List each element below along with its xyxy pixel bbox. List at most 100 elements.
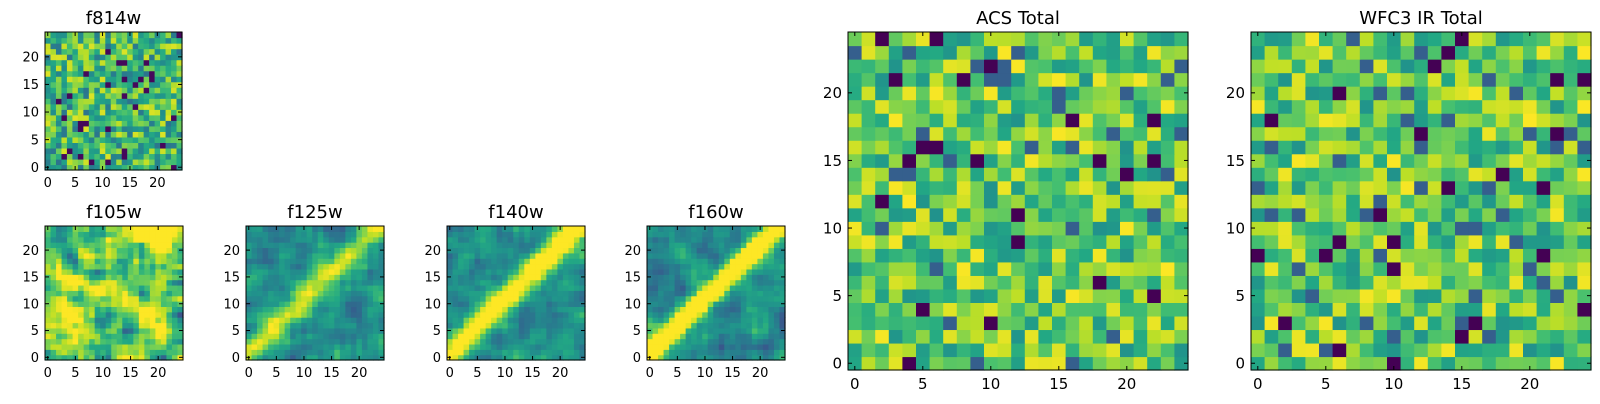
heatmap-cell: [557, 327, 564, 334]
heatmap-cell: [507, 295, 514, 302]
heatmap-cell: [116, 87, 123, 94]
heatmap-cell: [1482, 126, 1497, 141]
heatmap-cell: [284, 247, 291, 254]
heatmap-cell: [929, 329, 944, 344]
heatmap-cell: [735, 338, 742, 345]
heatmap-cell: [1387, 140, 1402, 155]
heatmap-cell: [729, 284, 736, 291]
heatmap-cell: [469, 252, 476, 259]
heatmap-cell: [143, 81, 150, 88]
heatmap-cell: [735, 258, 742, 265]
heatmap-cell: [674, 301, 681, 307]
heatmap-cell: [1523, 113, 1538, 128]
heatmap-cell: [94, 247, 101, 254]
heatmap-cell: [1278, 261, 1293, 276]
heatmap-cell: [328, 338, 335, 345]
heatmap-cell: [647, 236, 654, 243]
heatmap-cell: [463, 231, 470, 238]
heatmap-cell: [116, 343, 123, 350]
heatmap-cell: [1106, 342, 1121, 358]
heatmap-cell: [165, 37, 172, 44]
heatmap-cell: [1427, 59, 1442, 74]
heatmap-cell: [1400, 207, 1415, 222]
heatmap-cell: [61, 32, 68, 39]
heatmap-cell: [143, 65, 150, 72]
heatmap-cell: [350, 301, 357, 307]
heatmap-cell: [50, 131, 57, 138]
heatmap-cell: [669, 252, 676, 259]
heatmap-cell: [970, 356, 985, 371]
heatmap-cell: [568, 333, 575, 340]
heatmap-cell: [680, 354, 687, 361]
heatmap-cell: [1563, 140, 1578, 155]
heatmap-cell: [251, 327, 258, 334]
heatmap-cell: [496, 263, 503, 270]
heatmap-cell: [116, 43, 123, 50]
heatmap-cell: [1024, 45, 1039, 60]
heatmap-cell: [77, 164, 84, 171]
heatmap-cell: [1455, 234, 1470, 249]
heatmap-cell: [480, 333, 487, 340]
heatmap-cell: [513, 263, 520, 270]
heatmap-cell: [507, 349, 514, 356]
heatmap-cell: [1133, 207, 1148, 222]
heatmap-cell: [1468, 126, 1483, 141]
heatmap-cell: [350, 268, 357, 275]
heatmap-cell: [524, 301, 531, 307]
heatmap-cell: [61, 142, 68, 149]
heatmap-cell: [1160, 180, 1175, 195]
heatmap-cell: [177, 338, 184, 345]
heatmap-cell: [50, 92, 57, 99]
heatmap-cell: [535, 290, 542, 297]
heatmap-cell: [149, 37, 156, 44]
heatmap-cell: [149, 87, 156, 94]
heatmap-cell: [463, 284, 470, 291]
heatmap-cell: [323, 311, 330, 318]
heatmap-cell: [696, 343, 703, 350]
heatmap-cell: [1079, 288, 1094, 303]
heatmap-cell: [160, 306, 168, 313]
heatmap-cell: [50, 349, 57, 356]
heatmap-cell: [1563, 302, 1578, 317]
heatmap-cell: [1455, 32, 1470, 47]
heatmap-cell: [474, 231, 481, 238]
heatmap-cell: [735, 322, 742, 329]
heatmap-cell: [779, 343, 786, 350]
heatmap-cell: [334, 295, 341, 302]
heatmap-cell: [757, 258, 764, 265]
heatmap-cell: [1523, 207, 1538, 222]
heatmap-cell: [306, 258, 313, 265]
heatmap-cell: [88, 164, 95, 171]
heatmap-cell: [658, 343, 665, 350]
heatmap-cell: [323, 252, 330, 259]
heatmap-cell: [1577, 329, 1592, 344]
heatmap-cell: [751, 226, 758, 232]
heatmap-cell: [1387, 153, 1402, 168]
heatmap-cell: [45, 333, 52, 340]
heatmap-cell: [100, 295, 107, 302]
heatmap-cell: [290, 354, 297, 361]
heatmap-cell: [1455, 315, 1470, 331]
heatmap-cell: [116, 37, 123, 44]
heatmap-cell: [546, 263, 553, 270]
heatmap-cell: [551, 349, 558, 356]
heatmap-cell: [757, 242, 764, 249]
heatmap-cell: [155, 290, 162, 297]
heatmap-cell: [1264, 180, 1279, 195]
heatmap-cell: [696, 354, 703, 361]
heatmap-cell: [356, 231, 363, 238]
heatmap-cell: [67, 242, 74, 249]
heatmap-cell: [290, 295, 297, 302]
heatmap-cell: [491, 236, 498, 243]
heatmap-cell: [121, 164, 128, 171]
x-tick-label: 10: [497, 366, 514, 381]
heatmap-cell: [480, 279, 487, 286]
heatmap-cell: [496, 338, 503, 345]
heatmap-cell: [367, 322, 374, 329]
heatmap-cell: [176, 48, 183, 55]
heatmap-cell: [1305, 140, 1320, 155]
heatmap-cell: [652, 322, 659, 329]
heatmap-cell: [176, 158, 183, 166]
heatmap-cell: [1133, 167, 1148, 182]
heatmap-cell: [165, 109, 172, 116]
